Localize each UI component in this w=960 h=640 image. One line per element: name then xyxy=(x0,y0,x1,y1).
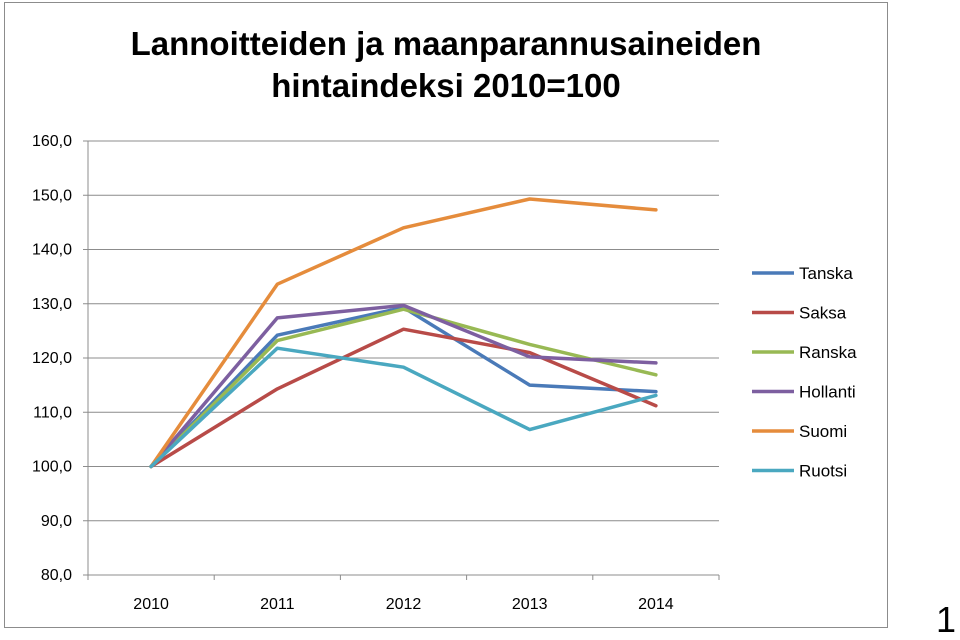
x-axis-ticks: 2010 2011 2012 2013 2014 xyxy=(87,575,720,613)
series-line-saksa xyxy=(149,327,658,469)
x-tick-label: 2012 xyxy=(386,596,422,613)
y-tick-label: 100,0 xyxy=(32,459,72,476)
y-tick-label: 80,0 xyxy=(41,567,72,584)
y-tick-label: 130,0 xyxy=(32,296,72,313)
chart-title-line1: Lannoitteiden ja maanparannusaineiden xyxy=(130,25,762,62)
legend-label: Tanska xyxy=(799,264,853,283)
series-line-suomi xyxy=(149,197,658,469)
legend-label: Hollanti xyxy=(799,383,856,402)
y-tick-label: 160,0 xyxy=(32,133,72,150)
x-tick-label: 2011 xyxy=(260,596,295,613)
legend-label: Ranska xyxy=(799,343,857,362)
y-tick-label: 110,0 xyxy=(33,404,72,421)
series-line-ranska xyxy=(149,307,658,469)
x-tick-label: 2013 xyxy=(512,596,548,613)
y-tick-label: 90,0 xyxy=(41,513,72,530)
y-tick-label: 120,0 xyxy=(32,350,72,367)
series-line-tanska xyxy=(149,305,658,469)
chart-frame: Lannoitteiden ja maanparannusaineiden hi… xyxy=(4,2,888,628)
series-line-ruotsi xyxy=(149,346,658,469)
y-axis-ticks: 80,0 90,0 100,0 110,0 120,0 130,0 140,0 150,0 16… xyxy=(32,133,88,584)
x-tick-label: 2014 xyxy=(638,596,674,613)
legend-label: Suomi xyxy=(799,422,847,441)
page-marker: 1 xyxy=(936,599,957,640)
legend-label: Ruotsi xyxy=(799,462,847,481)
series-lines xyxy=(149,197,658,469)
legend-label: Saksa xyxy=(799,304,847,323)
x-tick-label: 2010 xyxy=(133,596,169,613)
chart-title: Lannoitteiden ja maanparannusaineiden hi… xyxy=(5,23,887,107)
chart-title-line2: hintaindeksi 2010=100 xyxy=(271,67,621,104)
y-tick-label: 140,0 xyxy=(32,242,72,259)
series-line-hollanti xyxy=(149,303,658,469)
y-tick-label: 150,0 xyxy=(32,187,72,204)
legend: Tanska Saksa Ranska Hollanti Suomi Ruotsi xyxy=(752,264,857,481)
